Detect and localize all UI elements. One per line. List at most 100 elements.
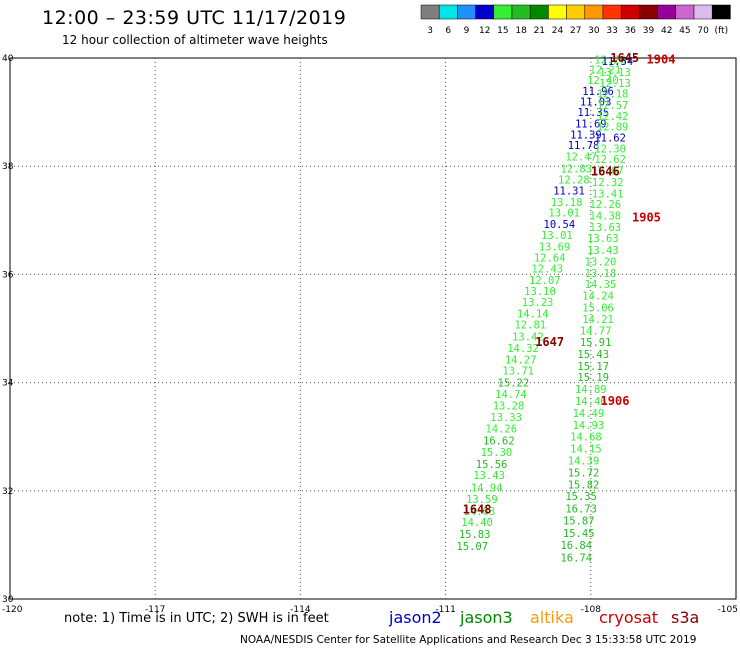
data-point-label: 15.82 — [568, 479, 600, 491]
data-point-label: 13.69 — [539, 241, 571, 253]
scale-label: 15 — [497, 26, 508, 36]
scale-label: 27 — [570, 26, 581, 36]
data-point-label: 15.30 — [481, 447, 513, 459]
scale-swatch — [493, 4, 513, 20]
legend-cryosat: cryosat — [599, 608, 659, 627]
data-point-label: 12.81 — [514, 320, 546, 332]
data-point-label: 11.35 — [577, 107, 609, 119]
data-point-label: 16.62 — [483, 435, 515, 447]
data-point-label: 14.39 — [568, 456, 600, 468]
x-tick-label: -114 — [290, 605, 311, 615]
data-point-label: 15.17 — [577, 361, 609, 373]
x-tick-label: -108 — [581, 605, 602, 615]
data-point-label: 12.32 — [592, 177, 624, 189]
data-points: 12.2612.2112.4011.9611.0311.3511.6911.39… — [456, 55, 633, 565]
data-point-label: 13.20 — [585, 256, 617, 268]
scale-swatch — [675, 4, 695, 20]
y-tick-label: 32 — [2, 487, 13, 497]
data-point-label: 13.63 — [587, 233, 619, 245]
scale-label: 33 — [606, 26, 617, 36]
data-point-label: 15.87 — [563, 516, 595, 528]
footer-note: note: 1) Time is in UTC; 2) SWH is in fe… — [64, 611, 329, 626]
data-point-label: 11.96 — [582, 86, 614, 98]
scale-label: 45 — [679, 26, 690, 36]
y-tick-label: 34 — [2, 379, 14, 389]
data-point-label: 12.07 — [529, 275, 561, 287]
data-point-label: 14.89 — [575, 384, 607, 396]
data-point-label: 12.40 — [587, 75, 619, 87]
scale-swatch — [438, 4, 458, 20]
x-tick-label: -105 — [718, 605, 738, 615]
axis-tick-labels: -120 -117 -114 -111 -108 -105 30 32 34 36 38 40 — [2, 54, 738, 615]
data-point-label: 12.62 — [594, 154, 626, 166]
scale-label: (ft) — [715, 26, 729, 36]
scale-swatch — [420, 4, 440, 20]
data-point-label: 13.23 — [522, 297, 554, 309]
scale-swatch — [657, 4, 677, 20]
data-point-label: 13.63 — [590, 222, 622, 234]
scale-label: 24 — [552, 26, 564, 36]
data-point-label: 14.38 — [590, 210, 622, 222]
data-point-label: 12.43 — [531, 263, 563, 275]
data-point-label: 14.94 — [471, 483, 503, 495]
scale-swatch — [529, 4, 549, 20]
scale-label: 30 — [588, 26, 600, 36]
scale-swatch — [548, 4, 567, 20]
y-tick-label: 30 — [2, 595, 14, 605]
data-point-label: 13.43 — [473, 470, 505, 482]
scale-swatch — [620, 4, 640, 20]
legend-jason2: jason2 — [389, 608, 442, 627]
data-point-label: 12.13 — [599, 78, 631, 90]
data-point-label: 13.43 — [587, 245, 619, 257]
data-point-label: 11.78 — [568, 140, 600, 152]
data-point-label: 15.35 — [565, 491, 597, 503]
data-point-label: 11.03 — [580, 96, 612, 108]
data-point-label: 10.54 — [544, 219, 576, 231]
scale-label: 9 — [464, 26, 470, 36]
data-point-label: 15.83 — [459, 529, 491, 541]
time-annotation: 1645 — [610, 51, 639, 65]
scale-swatch — [639, 4, 658, 20]
scale-label: 42 — [661, 26, 672, 36]
scale-swatch — [711, 4, 731, 20]
data-point-label: 12.18 — [597, 89, 629, 101]
data-point-label: 15.45 — [563, 528, 595, 540]
data-point-label: 12.89 — [597, 122, 629, 134]
scale-swatch — [566, 4, 586, 20]
time-annotation: 1646 — [591, 165, 620, 179]
data-point-label: 13.01 — [548, 208, 580, 220]
footer-credit: NOAA/NESDIS Center for Satellite Applica… — [240, 634, 697, 646]
data-point-label: 15.72 — [568, 467, 600, 479]
data-point-label: 14.14 — [517, 308, 549, 320]
data-point-label: 14.03 — [464, 506, 496, 518]
data-point-label: 14.77 — [580, 326, 612, 338]
scale-swatch — [693, 4, 713, 20]
time-annotations: 1645 1904 1646 1905 1647 1906 1648 — [463, 51, 676, 517]
data-point-label: 12.30 — [594, 143, 626, 155]
data-point-label: 15.07 — [456, 541, 488, 553]
data-point-label: 14.49 — [573, 408, 605, 420]
data-point-label: 11.54 — [602, 56, 634, 68]
data-point-label: 12.42 — [597, 111, 629, 123]
data-point-label: 13.13 — [599, 67, 631, 79]
data-point-label: 15.56 — [476, 459, 508, 471]
y-tick-label: 36 — [2, 270, 14, 280]
data-point-label: 15.19 — [577, 372, 609, 384]
data-point-label: 14.24 — [582, 290, 614, 302]
data-point-label: 12.47 — [565, 151, 597, 163]
data-point-label: 14.40 — [461, 517, 493, 529]
data-point-label: 14.32 — [507, 343, 539, 355]
x-tick-label: -120 — [2, 605, 23, 615]
data-point-label: 15.43 — [577, 349, 609, 361]
data-point-label: 12.64 — [534, 253, 566, 265]
data-point-label: 14.21 — [582, 314, 614, 326]
data-point-label: 13.18 — [551, 197, 583, 209]
data-point-label: 14.27 — [505, 354, 537, 366]
data-point-label: 15.22 — [498, 378, 530, 390]
x-tick-label: -117 — [145, 605, 165, 615]
scale-label: 18 — [515, 26, 527, 36]
y-tick-label: 40 — [2, 54, 14, 64]
data-point-label: 14.46 — [575, 396, 607, 408]
time-annotation: 1906 — [601, 394, 630, 408]
